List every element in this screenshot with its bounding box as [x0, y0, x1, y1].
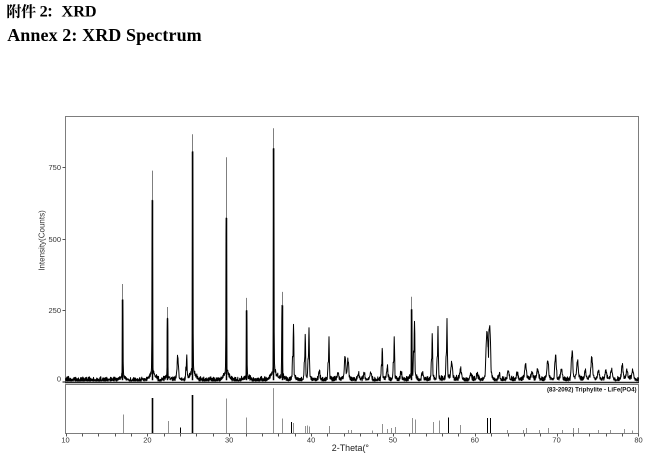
svg-text:80: 80: [634, 436, 642, 445]
svg-text:500: 500: [48, 235, 61, 244]
svg-text:10: 10: [61, 436, 69, 445]
svg-text:70: 70: [552, 436, 560, 445]
svg-text:30: 30: [225, 436, 233, 445]
svg-text:40: 40: [307, 436, 315, 445]
svg-text:20: 20: [143, 436, 151, 445]
svg-text:XRD: XRD: [62, 3, 97, 21]
svg-text:60: 60: [471, 436, 479, 445]
svg-text:750: 750: [48, 163, 61, 172]
svg-text:Intensity(Counts): Intensity(Counts): [38, 210, 47, 271]
svg-text:250: 250: [48, 306, 61, 315]
svg-text:50: 50: [389, 436, 397, 445]
svg-text:0: 0: [57, 375, 61, 384]
svg-text:2: 2: [40, 3, 48, 21]
svg-text:(83-2092) Triphylite - LiFe(P: (83-2092) Triphylite - LiFe(PO4): [547, 386, 637, 393]
svg-text:2-Theta(°: 2-Theta(°: [332, 443, 370, 453]
